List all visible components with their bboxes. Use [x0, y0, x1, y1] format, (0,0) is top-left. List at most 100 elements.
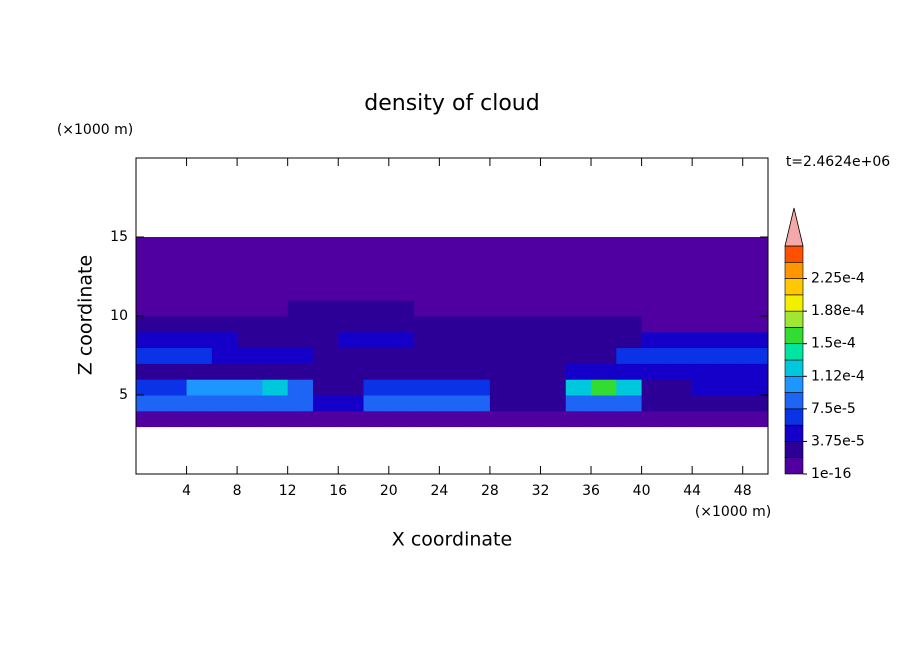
contour-cell	[464, 316, 491, 333]
contour-cell	[692, 331, 718, 349]
contour-cell	[692, 379, 718, 396]
contour-cell	[591, 252, 617, 270]
contour-cell	[540, 379, 567, 396]
contour-cell	[312, 363, 339, 380]
contour-cell	[287, 410, 314, 428]
contour-cell	[565, 331, 592, 349]
contour-cell	[338, 300, 365, 317]
colorbar-box	[784, 278, 804, 296]
contour-cell	[692, 252, 718, 270]
x-tick-label: 16	[329, 483, 347, 499]
colorbar-box	[784, 310, 804, 328]
contour-cell	[666, 410, 693, 428]
contour-cell	[237, 252, 263, 270]
contour-cell	[464, 379, 491, 396]
contour-cell	[237, 363, 263, 380]
x-tick-label: 28	[481, 483, 499, 499]
contour-cell	[388, 284, 415, 301]
contour-cell	[439, 252, 466, 270]
contour-cell	[338, 284, 365, 301]
contour-cell	[312, 316, 339, 333]
contour-cell	[439, 237, 466, 254]
contour-cell	[742, 284, 769, 301]
contour-cell	[312, 331, 339, 349]
contour-cell	[136, 379, 162, 396]
contour-cell	[237, 331, 263, 349]
contour-cell	[161, 316, 188, 333]
contour-cell	[237, 268, 263, 285]
colorbar-tick-label: 1.12e-4	[811, 368, 865, 384]
contour-cell	[666, 284, 693, 301]
contour-cell	[616, 316, 643, 333]
colorbar-box	[784, 375, 804, 393]
contour-cell	[136, 410, 162, 428]
contour-cell	[666, 268, 693, 285]
contour-cell	[211, 347, 238, 364]
contour-cell	[641, 331, 668, 349]
contour-cell	[211, 268, 238, 285]
colorbar-box	[784, 261, 804, 279]
contour-cell	[287, 300, 314, 317]
contour-cell	[237, 347, 263, 364]
contour-cell	[388, 237, 415, 254]
contour-cell	[717, 237, 744, 254]
contour-cell	[717, 316, 744, 333]
contour-cell	[237, 300, 263, 317]
contour-cell	[540, 268, 567, 285]
contour-cell	[136, 237, 162, 254]
contour-cell	[464, 331, 491, 349]
contour-cell	[161, 268, 188, 285]
contour-cell	[515, 316, 541, 333]
contour-cell	[591, 379, 617, 396]
contour-cell	[414, 316, 440, 333]
contour-cell	[666, 331, 693, 349]
contour-cell	[666, 252, 693, 270]
y-tick-label: 5	[119, 387, 128, 403]
contour-cell	[136, 347, 162, 364]
contour-cell	[363, 252, 390, 270]
contour-cell	[414, 252, 440, 270]
contour-cell	[287, 316, 314, 333]
contour-cell	[666, 379, 693, 396]
contour-cell	[489, 300, 516, 317]
contour-cell	[540, 347, 567, 364]
contour-cell	[489, 379, 516, 396]
contour-cell	[237, 395, 263, 412]
contour-cell	[388, 252, 415, 270]
contour-cell	[717, 395, 744, 412]
x-tick-label: 12	[279, 483, 297, 499]
contour-cell	[464, 268, 491, 285]
colorbar-over	[784, 207, 804, 247]
contour-cell	[237, 379, 263, 396]
contour-cell	[742, 252, 769, 270]
contour-cell	[717, 379, 744, 396]
contour-cell	[742, 363, 769, 380]
contour-cell	[262, 331, 289, 349]
contour-cell	[161, 331, 188, 349]
contour-cell	[237, 410, 263, 428]
x-tick-label: 48	[734, 483, 752, 499]
contour-cell	[287, 347, 314, 364]
y-tick-label: 10	[110, 308, 128, 324]
colorbar-box	[784, 327, 804, 345]
contour-cell	[641, 300, 668, 317]
contour-cell	[616, 347, 643, 364]
contour-cell	[363, 331, 390, 349]
contour-cell	[136, 363, 162, 380]
contour-cell	[262, 284, 289, 301]
contour-cell	[515, 252, 541, 270]
contour-cell	[211, 331, 238, 349]
contour-cell	[616, 379, 643, 396]
colorbar-box	[784, 359, 804, 377]
contour-cell	[161, 284, 188, 301]
contour-cell	[414, 395, 440, 412]
contour-cell	[262, 363, 289, 380]
contour-cell	[515, 395, 541, 412]
contour-cell	[540, 316, 567, 333]
contour-cell	[540, 252, 567, 270]
contour-cell	[616, 300, 643, 317]
contour-cell	[666, 300, 693, 317]
colorbar-box	[784, 457, 804, 475]
contour-cell	[489, 331, 516, 349]
